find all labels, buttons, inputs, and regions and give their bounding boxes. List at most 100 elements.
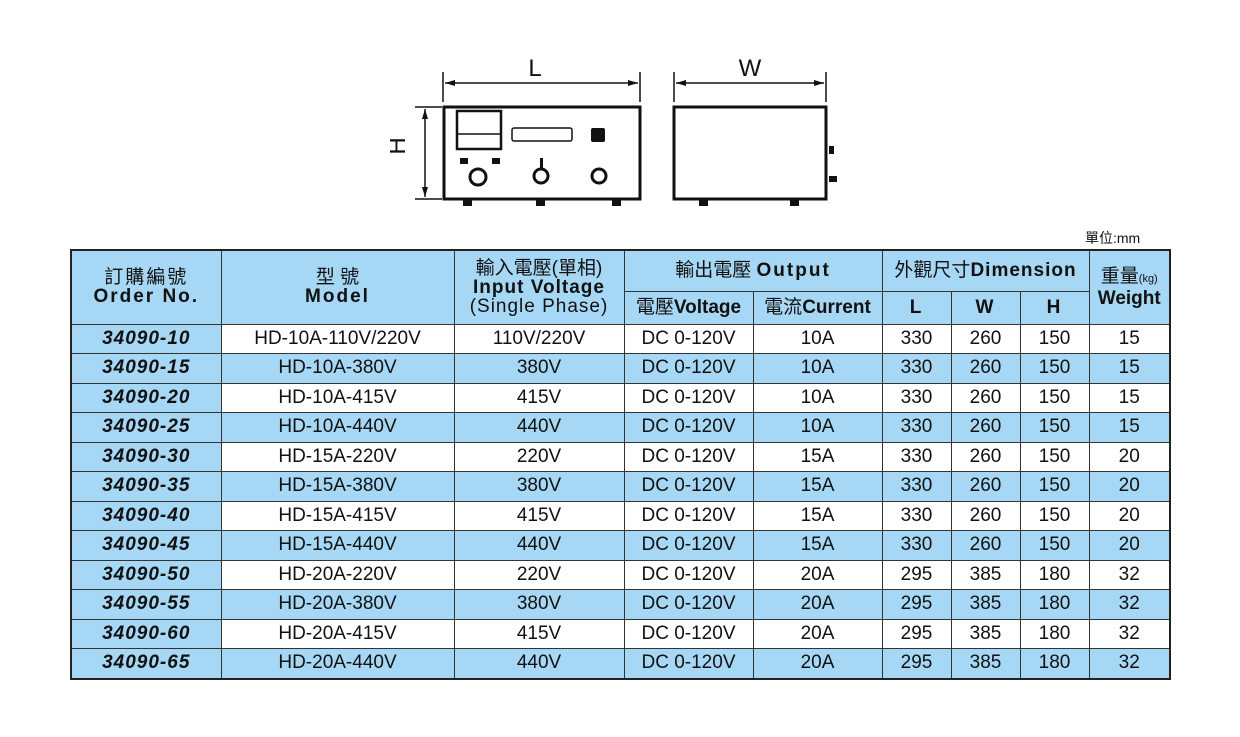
cell-height: 180 xyxy=(1019,648,1090,679)
cell-input-voltage: 380V xyxy=(453,353,625,384)
cell-length: 330 xyxy=(881,441,952,472)
cell-width: 260 xyxy=(950,500,1021,531)
cell-output-voltage: DC 0-120V xyxy=(623,648,754,679)
cell-height: 180 xyxy=(1019,589,1090,620)
cell-model: HD-10A-110V/220V xyxy=(220,323,455,354)
table-row: 34090-40 HD-15A-415V 415V DC 0-120V 15A 330 26… xyxy=(70,500,1171,531)
cell-order-no: 34090-40 xyxy=(70,500,222,531)
cell-order-no: 34090-10 xyxy=(70,323,222,354)
cell-model: HD-10A-380V xyxy=(220,353,455,384)
cell-order-no: 34090-35 xyxy=(70,471,222,502)
cell-output-voltage: DC 0-120V xyxy=(623,323,754,354)
cell-height: 150 xyxy=(1019,323,1090,354)
cell-output-voltage: DC 0-120V xyxy=(623,618,754,649)
cell-output-current: 20A xyxy=(752,618,883,649)
cell-length: 330 xyxy=(881,382,952,413)
cell-input-voltage: 220V xyxy=(453,559,625,590)
header-model: 型 號 Model xyxy=(220,249,455,325)
cell-model: HD-15A-415V xyxy=(220,500,455,531)
cell-length: 330 xyxy=(881,500,952,531)
cell-output-current: 15A xyxy=(752,530,883,561)
header-h: H xyxy=(1019,290,1090,325)
cell-input-voltage: 415V xyxy=(453,382,625,413)
height-label: H xyxy=(390,137,411,154)
cell-model: HD-10A-415V xyxy=(220,382,455,413)
cell-weight: 15 xyxy=(1088,323,1171,354)
cell-height: 150 xyxy=(1019,471,1090,502)
cell-input-voltage: 380V xyxy=(453,589,625,620)
cell-order-no: 34090-55 xyxy=(70,589,222,620)
cell-output-current: 10A xyxy=(752,382,883,413)
cell-length: 295 xyxy=(881,559,952,590)
table-row: 34090-10 HD-10A-110V/220V 110V/220V DC 0-12… xyxy=(70,323,1171,354)
spec-table: 訂購編號 Order No. 型 號 Model 輸入電壓(單相) Input Vol… xyxy=(70,249,1171,680)
cell-input-voltage: 440V xyxy=(453,412,625,443)
cell-width: 260 xyxy=(950,353,1021,384)
cell-length: 330 xyxy=(881,412,952,443)
cell-weight: 32 xyxy=(1088,648,1171,679)
cell-weight: 15 xyxy=(1088,412,1171,443)
cell-weight: 15 xyxy=(1088,382,1171,413)
cell-model: HD-20A-440V xyxy=(220,648,455,679)
cell-length: 330 xyxy=(881,471,952,502)
cell-output-voltage: DC 0-120V xyxy=(623,471,754,502)
cell-width: 260 xyxy=(950,382,1021,413)
cell-output-current: 15A xyxy=(752,471,883,502)
cell-output-current: 10A xyxy=(752,353,883,384)
cell-output-voltage: DC 0-120V xyxy=(623,559,754,590)
cell-width: 385 xyxy=(950,559,1021,590)
product-dimension-drawing: L W H xyxy=(390,55,837,206)
cell-output-voltage: DC 0-120V xyxy=(623,589,754,620)
cell-output-current: 20A xyxy=(752,648,883,679)
cell-length: 330 xyxy=(881,353,952,384)
cell-height: 150 xyxy=(1019,412,1090,443)
cell-weight: 32 xyxy=(1088,589,1171,620)
header-order-no: 訂購編號 Order No. xyxy=(70,249,222,325)
cell-height: 150 xyxy=(1019,441,1090,472)
cell-input-voltage: 220V xyxy=(453,441,625,472)
cell-output-voltage: DC 0-120V xyxy=(623,382,754,413)
cell-output-voltage: DC 0-120V xyxy=(623,353,754,384)
cell-model: HD-15A-440V xyxy=(220,530,455,561)
cell-width: 385 xyxy=(950,648,1021,679)
cell-weight: 20 xyxy=(1088,441,1171,472)
cell-width: 385 xyxy=(950,589,1021,620)
cell-width: 260 xyxy=(950,441,1021,472)
table-row: 34090-15 HD-10A-380V 380V DC 0-120V 10A 330 26… xyxy=(70,353,1171,384)
cell-width: 260 xyxy=(950,412,1021,443)
table-row: 34090-45 HD-15A-440V 440V DC 0-120V 15A 330 26… xyxy=(70,530,1171,561)
cell-input-voltage: 110V/220V xyxy=(453,323,625,354)
header-weight: 重量(kg) Weight xyxy=(1088,249,1171,325)
cell-input-voltage: 415V xyxy=(453,618,625,649)
cell-width: 260 xyxy=(950,323,1021,354)
header-voltage: 電壓Voltage xyxy=(623,290,754,325)
header-output: 輸出電壓 Output xyxy=(623,249,883,292)
cell-model: HD-15A-380V xyxy=(220,471,455,502)
cell-width: 260 xyxy=(950,530,1021,561)
cell-output-voltage: DC 0-120V xyxy=(623,500,754,531)
cell-input-voltage: 380V xyxy=(453,471,625,502)
cell-output-current: 10A xyxy=(752,412,883,443)
header-w: W xyxy=(950,290,1021,325)
cell-order-no: 34090-30 xyxy=(70,441,222,472)
cell-model: HD-10A-440V xyxy=(220,412,455,443)
cell-model: HD-20A-380V xyxy=(220,589,455,620)
cell-height: 180 xyxy=(1019,618,1090,649)
cell-order-no: 34090-65 xyxy=(70,648,222,679)
cell-width: 385 xyxy=(950,618,1021,649)
cell-length: 330 xyxy=(881,323,952,354)
cell-model: HD-20A-220V xyxy=(220,559,455,590)
table-row: 34090-35 HD-15A-380V 380V DC 0-120V 15A 330 26… xyxy=(70,471,1171,502)
cell-weight: 20 xyxy=(1088,530,1171,561)
width-label: W xyxy=(739,55,762,82)
table-row: 34090-60 HD-20A-415V 415V DC 0-120V 20A 295 38… xyxy=(70,618,1171,649)
cell-output-current: 15A xyxy=(752,441,883,472)
cell-weight: 32 xyxy=(1088,618,1171,649)
cell-height: 150 xyxy=(1019,382,1090,413)
cell-length: 295 xyxy=(881,618,952,649)
cell-input-voltage: 415V xyxy=(453,500,625,531)
cell-model: HD-20A-415V xyxy=(220,618,455,649)
header-l: L xyxy=(881,290,952,325)
cell-output-voltage: DC 0-120V xyxy=(623,412,754,443)
cell-order-no: 34090-20 xyxy=(70,382,222,413)
